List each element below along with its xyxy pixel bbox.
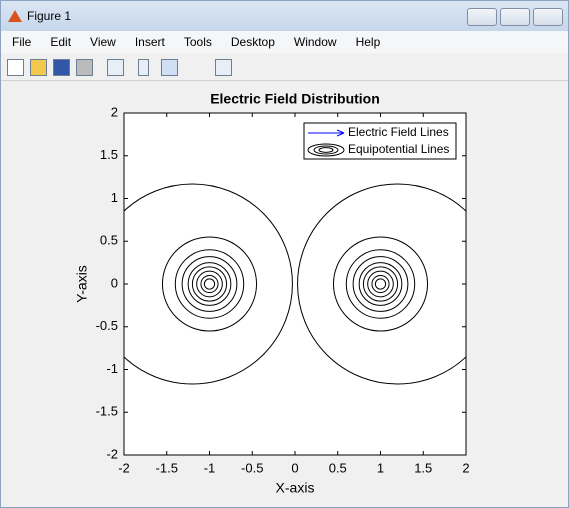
legend-contour <box>307 143 345 157</box>
print-icon[interactable] <box>76 59 93 76</box>
y-tick-label: 0 <box>111 275 118 290</box>
equipotential-line <box>187 262 232 306</box>
maximize-button[interactable] <box>500 8 530 26</box>
menu-item[interactable]: Help <box>355 35 381 49</box>
equipotential-line <box>358 262 403 306</box>
chart-title: Electric Field Distribution <box>210 91 380 107</box>
menu-item[interactable]: Edit <box>50 35 72 49</box>
x-tick-label: 2 <box>462 460 469 475</box>
equipotential-line <box>345 249 416 319</box>
equipotential-line <box>352 256 409 312</box>
window-title: Figure 1 <box>27 9 72 23</box>
equipotential-line <box>124 183 293 385</box>
x-tick-label: -2 <box>118 460 130 475</box>
equipotential-line <box>196 270 223 298</box>
toolbar <box>1 53 568 81</box>
menu-item[interactable]: Tools <box>183 35 212 49</box>
equipotential-line <box>200 274 219 294</box>
open-icon[interactable] <box>30 59 47 76</box>
y-tick-label: 1 <box>111 190 118 205</box>
y-tick-label: -1 <box>106 361 118 376</box>
equipotential-line <box>191 266 228 302</box>
equipotential-line <box>181 256 238 312</box>
equipotential-line <box>297 183 466 385</box>
link-icon[interactable] <box>107 59 124 76</box>
legend-label: Equipotential Lines <box>348 142 449 156</box>
y-tick-label: 2 <box>111 104 118 119</box>
figure: Electric Field Distribution X-axis Y-axi… <box>74 91 470 496</box>
axes-box <box>123 112 467 456</box>
close-button[interactable] <box>533 8 563 26</box>
x-tick-label: -1.5 <box>156 460 178 475</box>
menu-item[interactable]: Desktop <box>230 35 275 49</box>
equipotential-line <box>367 270 394 298</box>
save-icon[interactable] <box>53 59 70 76</box>
legend-contour <box>313 145 339 155</box>
legend-contour <box>318 147 334 153</box>
equipotential-line <box>362 266 399 302</box>
app-icon <box>8 10 22 22</box>
equipotential-line <box>374 278 387 290</box>
x-axis-label: X-axis <box>276 480 315 496</box>
legend-label: Electric Field Lines <box>348 125 449 139</box>
x-tick-label: 1 <box>377 460 384 475</box>
pointer-icon[interactable] <box>194 59 209 74</box>
equipotential-line <box>332 236 429 332</box>
new-icon[interactable] <box>7 59 24 76</box>
menu-item[interactable]: Insert <box>134 35 165 49</box>
legend-icon[interactable] <box>161 59 178 76</box>
menu-bar: File Edit View Insert Tools Desktop Window Help <box>1 31 568 53</box>
equipotential-line <box>203 278 216 290</box>
x-tick-label: 0.5 <box>329 460 347 475</box>
x-tick-label: -0.5 <box>241 460 263 475</box>
y-tick-label: 1.5 <box>100 147 118 162</box>
legend-arrowhead <box>336 129 345 137</box>
colorbar-icon[interactable] <box>138 59 149 76</box>
y-axis-label: Y-axis <box>74 265 90 303</box>
y-tick-label: -0.5 <box>96 318 118 333</box>
x-tick-label: 1.5 <box>414 460 432 475</box>
equipotential-line <box>161 236 258 332</box>
axes-background <box>124 113 466 455</box>
title-bar: Figure 1 <box>1 1 568 31</box>
menu-item[interactable]: File <box>12 35 32 49</box>
minimize-button[interactable] <box>467 8 497 26</box>
equipotential-line <box>371 274 390 294</box>
plot-area <box>124 183 466 385</box>
equipotential-line <box>174 249 245 319</box>
menu-item[interactable]: View <box>90 35 116 49</box>
x-tick-label: -1 <box>204 460 216 475</box>
x-tick-label: 0 <box>291 460 298 475</box>
menu-item[interactable]: Window <box>293 35 337 49</box>
property-icon[interactable] <box>215 59 232 76</box>
y-tick-label: 0.5 <box>100 233 118 248</box>
y-tick-label: -1.5 <box>96 404 118 419</box>
y-tick-label: -2 <box>106 446 118 461</box>
legend-box <box>303 122 457 160</box>
